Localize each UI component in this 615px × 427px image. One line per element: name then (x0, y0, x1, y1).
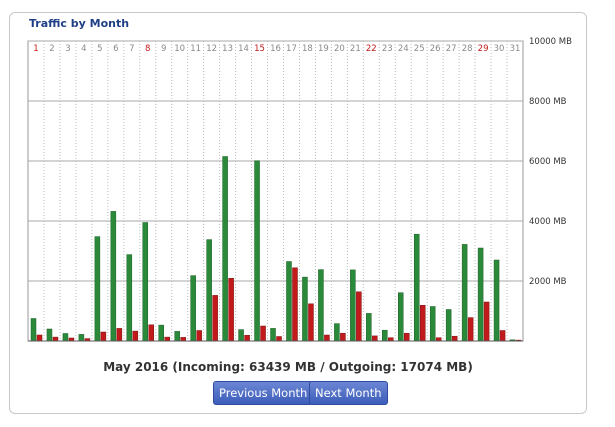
bar-incoming (222, 156, 228, 342)
x-tick-label: 22 (366, 44, 377, 54)
bar-outgoing (180, 337, 186, 342)
bar-incoming (493, 259, 500, 342)
x-tick-label: 27 (446, 44, 457, 54)
x-tick-label: 28 (462, 44, 473, 54)
x-tick-label: 5 (97, 44, 102, 54)
bar-outgoing (212, 295, 218, 342)
bar-outgoing (467, 317, 474, 342)
x-tick-label: 21 (350, 44, 361, 54)
bar-incoming (254, 160, 260, 342)
bar-outgoing (116, 328, 123, 342)
bar-incoming (286, 261, 292, 342)
x-tick-label: 10 (174, 44, 185, 54)
bar-outgoing (244, 335, 250, 342)
x-tick-label: 4 (81, 44, 86, 54)
bar-outgoing (36, 334, 43, 342)
x-tick-label: 9 (161, 44, 166, 54)
x-tick-label: 15 (254, 44, 265, 54)
bar-outgoing (292, 267, 298, 342)
x-tick-label: 25 (414, 44, 425, 54)
bar-outgoing (132, 330, 139, 342)
bar-incoming (382, 329, 388, 342)
bar-outgoing (148, 324, 155, 342)
bar-incoming (110, 211, 117, 342)
x-tick-label: 12 (206, 44, 217, 54)
traffic-panel: Traffic by Month 10000 MB 8000 MB 6000 MB 4… (9, 12, 587, 414)
x-tick-label: 7 (129, 44, 134, 54)
bar-incoming (461, 244, 468, 342)
x-tick-label: 23 (382, 44, 393, 54)
bar-incoming (94, 236, 101, 342)
bar-incoming (477, 247, 484, 342)
x-tick-label: 20 (334, 44, 345, 54)
x-tick-label: 31 (510, 44, 521, 54)
bar-incoming (318, 269, 324, 342)
x-tick-label: 8 (145, 44, 150, 54)
bar-incoming (30, 318, 37, 342)
panel-title: Traffic by Month (26, 17, 133, 30)
bar-incoming (174, 331, 180, 342)
x-tick-label: 29 (478, 44, 489, 54)
y-tick-label: 4000 MB (529, 217, 567, 227)
bar-outgoing (372, 335, 378, 342)
bar-outgoing (324, 334, 330, 342)
bar-incoming (206, 239, 212, 342)
bar-outgoing (340, 332, 346, 342)
x-tick-label: 24 (398, 44, 409, 54)
bar-incoming (142, 222, 149, 342)
bar-outgoing (404, 332, 410, 342)
x-tick-label: 19 (318, 44, 329, 54)
bar-outgoing (308, 303, 314, 342)
bar-incoming (190, 275, 196, 342)
bar-incoming (334, 323, 340, 342)
x-tick-label: 13 (222, 44, 233, 54)
bar-incoming (413, 233, 420, 342)
y-tick-label: 8000 MB (529, 97, 567, 107)
x-tick-label: 16 (270, 44, 281, 54)
next-month-button[interactable]: Next Month (309, 381, 388, 405)
x-tick-label: 11 (190, 44, 201, 54)
bar-outgoing (164, 336, 170, 342)
bar-outgoing (451, 335, 458, 342)
x-tick-label: 26 (430, 44, 441, 54)
x-tick-label: 17 (286, 44, 297, 54)
y-tick-label: 2000 MB (529, 277, 567, 287)
bar-outgoing (356, 291, 362, 342)
bar-incoming (78, 334, 85, 342)
previous-month-button[interactable]: Previous Month (213, 381, 314, 405)
bar-incoming (366, 313, 372, 342)
bar-incoming (302, 276, 308, 342)
bar-outgoing (100, 331, 107, 342)
y-tick-label: 10000 MB (529, 37, 572, 47)
bar-incoming (429, 306, 436, 342)
bar-incoming (350, 269, 356, 342)
x-tick-label: 2 (49, 44, 54, 54)
x-tick-label: 3 (65, 44, 70, 54)
bar-outgoing (260, 325, 266, 342)
x-tick-label: 30 (494, 44, 505, 54)
bar-incoming (445, 309, 452, 342)
bar-incoming (62, 333, 69, 342)
bar-outgoing (419, 305, 426, 342)
bar-outgoing (228, 278, 234, 342)
x-tick-label: 1 (33, 44, 38, 54)
y-tick-label: 6000 MB (529, 157, 567, 167)
bar-incoming (238, 329, 244, 342)
month-summary: May 2016 (Incoming: 63439 MB / Outgoing:… (103, 360, 473, 374)
x-tick-label: 14 (238, 44, 249, 54)
x-tick-label: 6 (113, 44, 118, 54)
bar-outgoing (52, 336, 59, 342)
bar-outgoing (483, 301, 490, 342)
bar-incoming (398, 292, 404, 342)
bar-incoming (270, 328, 276, 342)
plot-frame (27, 40, 524, 342)
x-tick-label: 18 (302, 44, 313, 54)
bar-incoming (46, 328, 53, 342)
bar-outgoing (276, 336, 282, 342)
bar-outgoing (196, 330, 202, 342)
bar-outgoing (499, 330, 506, 342)
bar-incoming (158, 324, 164, 342)
bar-incoming (126, 254, 133, 342)
